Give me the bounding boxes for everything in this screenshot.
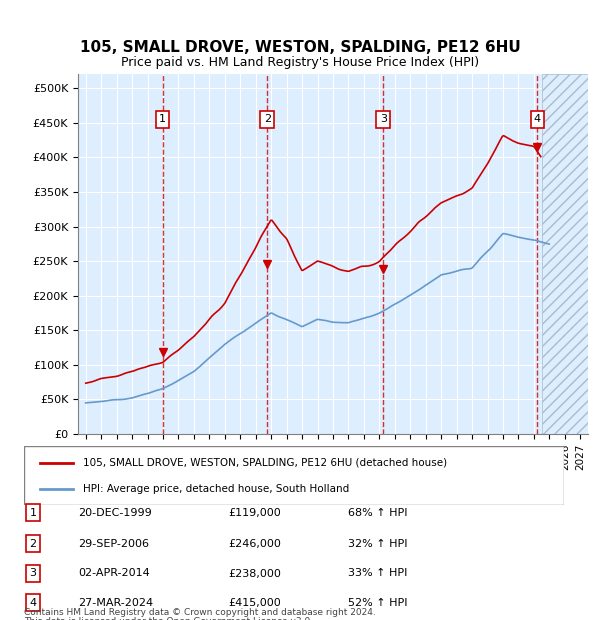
Text: 3: 3 — [29, 569, 37, 578]
Text: 105, SMALL DROVE, WESTON, SPALDING, PE12 6HU: 105, SMALL DROVE, WESTON, SPALDING, PE12… — [80, 40, 520, 55]
Text: £415,000: £415,000 — [228, 598, 281, 608]
FancyBboxPatch shape — [24, 446, 564, 505]
Text: 2: 2 — [264, 114, 271, 125]
Text: 2: 2 — [29, 539, 37, 549]
Text: £246,000: £246,000 — [228, 539, 281, 549]
Text: 3: 3 — [380, 114, 387, 125]
Text: 4: 4 — [534, 114, 541, 125]
Text: 4: 4 — [29, 598, 37, 608]
Text: 105, SMALL DROVE, WESTON, SPALDING, PE12 6HU (detached house): 105, SMALL DROVE, WESTON, SPALDING, PE12… — [83, 458, 448, 468]
Text: 02-APR-2014: 02-APR-2014 — [78, 569, 150, 578]
Text: £119,000: £119,000 — [228, 508, 281, 518]
Text: HPI: Average price, detached house, South Holland: HPI: Average price, detached house, Sout… — [83, 484, 350, 494]
Text: This data is licensed under the Open Government Licence v3.0.: This data is licensed under the Open Gov… — [24, 617, 313, 620]
Text: 1: 1 — [29, 508, 37, 518]
Bar — [542, 74, 588, 434]
Text: 27-MAR-2024: 27-MAR-2024 — [78, 598, 153, 608]
Text: Price paid vs. HM Land Registry's House Price Index (HPI): Price paid vs. HM Land Registry's House … — [121, 56, 479, 69]
Text: 32% ↑ HPI: 32% ↑ HPI — [348, 539, 407, 549]
Text: Contains HM Land Registry data © Crown copyright and database right 2024.: Contains HM Land Registry data © Crown c… — [24, 608, 376, 617]
Text: 52% ↑ HPI: 52% ↑ HPI — [348, 598, 407, 608]
Text: 29-SEP-2006: 29-SEP-2006 — [78, 539, 149, 549]
Text: £238,000: £238,000 — [228, 569, 281, 578]
Text: 33% ↑ HPI: 33% ↑ HPI — [348, 569, 407, 578]
Text: 20-DEC-1999: 20-DEC-1999 — [78, 508, 152, 518]
Text: 1: 1 — [159, 114, 166, 125]
Text: 68% ↑ HPI: 68% ↑ HPI — [348, 508, 407, 518]
